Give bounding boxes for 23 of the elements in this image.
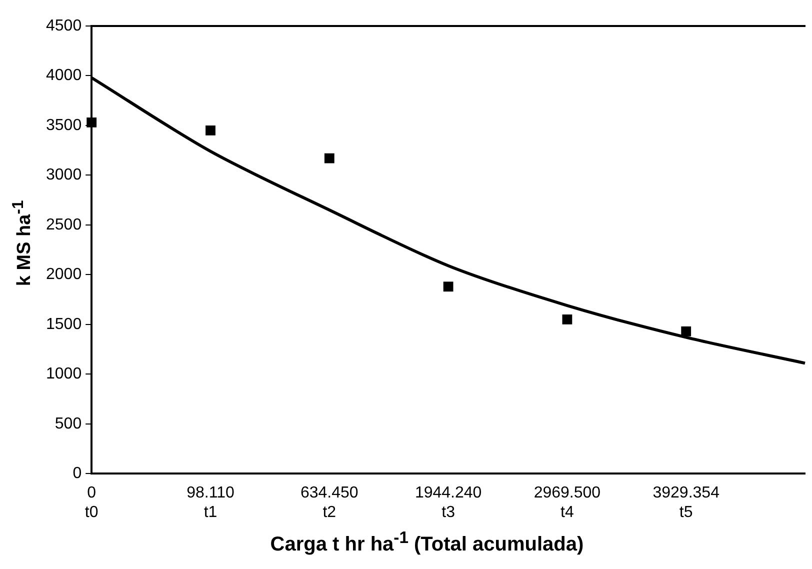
y-tick-label: 500 [54,415,82,432]
y-tick-label: 2500 [46,216,82,234]
y-tick-label: 4500 [46,17,82,34]
x-tick-label: 3929.354 t5 [652,484,720,521]
x-tick-label: 0 t0 [84,484,98,521]
x-tick-label: 1944.240 t3 [414,484,482,521]
y-tick-label: 3000 [46,166,82,184]
x-tick-label: 98.110 t1 [186,484,234,521]
x-tick-label: 2969.500 t4 [534,484,601,521]
x-tick-label: 634.450 t2 [300,484,358,521]
y-tick-label: 3500 [46,116,82,134]
y-tick-label: 2000 [46,266,82,284]
point [681,326,692,336]
y-tick-label: 0 [72,465,82,482]
point [86,118,97,128]
y-tick-label: 1000 [46,366,82,383]
point [443,282,454,292]
point [324,153,334,164]
point [562,314,572,324]
y-tick-label: 1500 [46,316,82,333]
point [206,125,216,136]
y-tick-label: 4000 [46,67,82,84]
x-axis-title: Carga t hr ha$^{-1}$ (Total acumulada) [269,528,585,557]
